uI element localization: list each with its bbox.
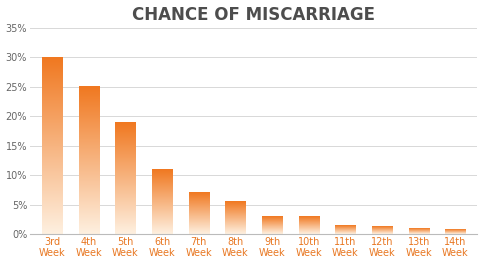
Title: CHANCE OF MISCARRIAGE: CHANCE OF MISCARRIAGE xyxy=(132,6,375,23)
